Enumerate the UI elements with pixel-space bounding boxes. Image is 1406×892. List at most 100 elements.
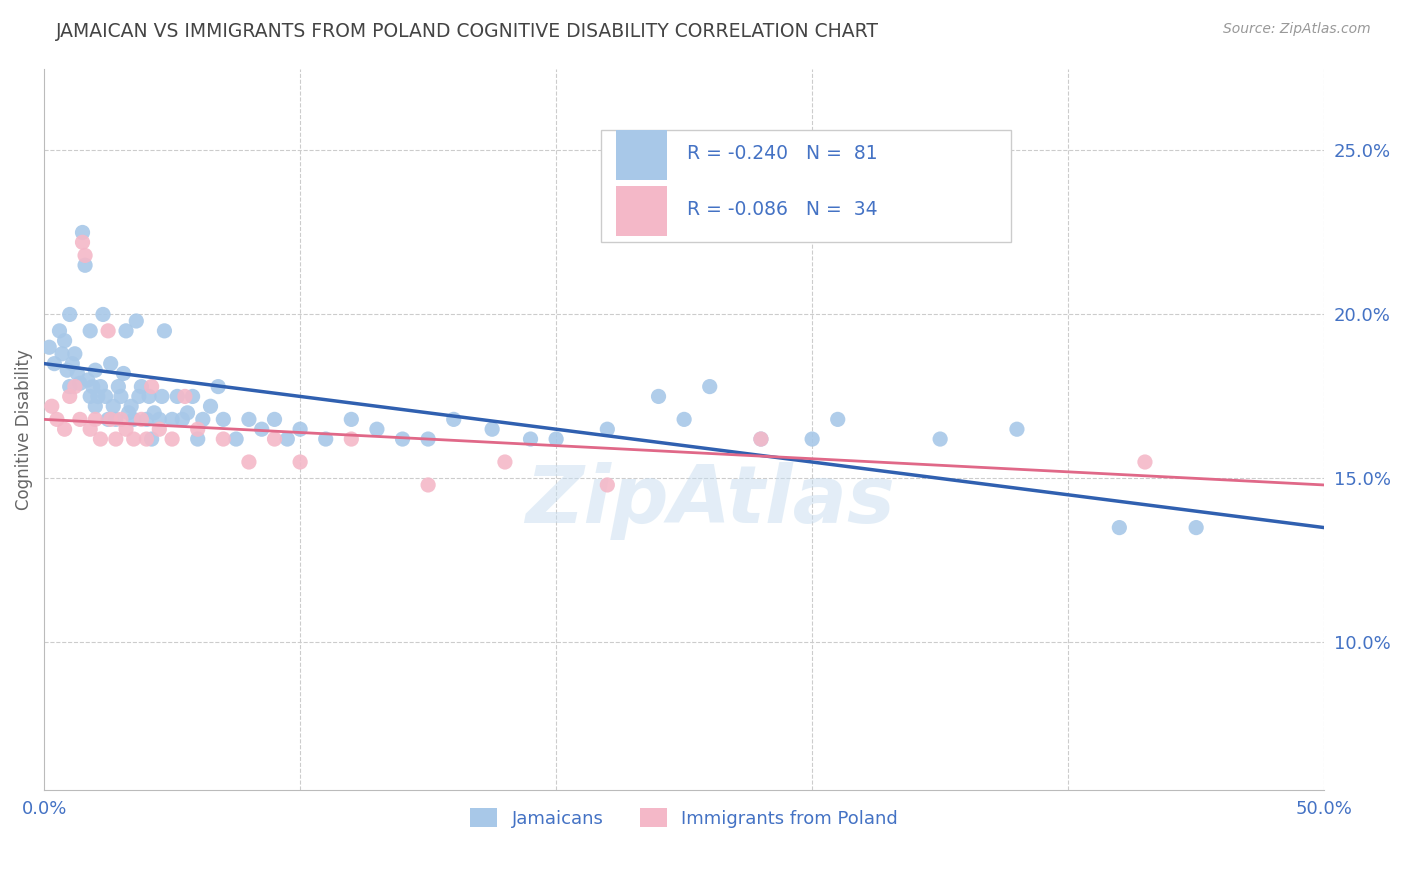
Point bbox=[59, 389, 82, 403]
Point bbox=[673, 412, 696, 426]
Point bbox=[494, 455, 516, 469]
Point bbox=[288, 455, 311, 469]
Point bbox=[288, 422, 311, 436]
Point bbox=[131, 379, 153, 393]
Point bbox=[45, 412, 67, 426]
Point bbox=[160, 432, 183, 446]
Point bbox=[60, 357, 83, 371]
Point bbox=[63, 347, 86, 361]
Point bbox=[104, 432, 127, 446]
Point bbox=[391, 432, 413, 446]
Point bbox=[53, 334, 76, 348]
Point bbox=[110, 412, 132, 426]
Point bbox=[122, 412, 145, 426]
Point bbox=[72, 235, 94, 250]
Point bbox=[596, 422, 619, 436]
Point bbox=[75, 248, 97, 262]
Point bbox=[315, 432, 337, 446]
Point bbox=[263, 412, 285, 426]
Point bbox=[91, 308, 114, 322]
Point bbox=[76, 373, 98, 387]
Text: Source: ZipAtlas.com: Source: ZipAtlas.com bbox=[1223, 22, 1371, 37]
Point bbox=[238, 412, 260, 426]
Point bbox=[276, 432, 298, 446]
Point bbox=[519, 432, 541, 446]
Point bbox=[112, 367, 135, 381]
FancyBboxPatch shape bbox=[600, 130, 1011, 242]
Point bbox=[100, 357, 122, 371]
Point bbox=[225, 432, 247, 446]
Point bbox=[97, 412, 120, 426]
Point bbox=[160, 412, 183, 426]
Point bbox=[263, 432, 285, 446]
Point bbox=[148, 412, 170, 426]
Point bbox=[89, 379, 111, 393]
Point bbox=[103, 399, 125, 413]
Text: R = -0.240   N =  81: R = -0.240 N = 81 bbox=[686, 144, 877, 163]
Point bbox=[546, 432, 568, 446]
Point bbox=[100, 412, 122, 426]
Point bbox=[44, 357, 66, 371]
Point bbox=[1185, 520, 1208, 534]
Point bbox=[135, 412, 157, 426]
Point bbox=[66, 367, 89, 381]
Point bbox=[153, 324, 176, 338]
Bar bbox=[616, 186, 668, 236]
Point bbox=[416, 478, 439, 492]
Point bbox=[79, 389, 101, 403]
Point bbox=[340, 432, 363, 446]
Point bbox=[87, 389, 110, 403]
Point bbox=[117, 406, 139, 420]
Point bbox=[104, 412, 127, 426]
Point bbox=[56, 363, 79, 377]
Point bbox=[53, 422, 76, 436]
Point bbox=[69, 376, 91, 391]
Point bbox=[172, 412, 194, 426]
Point bbox=[79, 324, 101, 338]
Point bbox=[59, 379, 82, 393]
Point bbox=[120, 399, 142, 413]
Point bbox=[84, 412, 107, 426]
Point bbox=[84, 399, 107, 413]
Point bbox=[929, 432, 952, 446]
Point bbox=[200, 399, 222, 413]
Point bbox=[141, 432, 163, 446]
Point bbox=[143, 406, 166, 420]
Point bbox=[69, 412, 91, 426]
Point bbox=[187, 422, 209, 436]
Point bbox=[1108, 520, 1130, 534]
Point bbox=[749, 432, 772, 446]
Point bbox=[187, 432, 209, 446]
Point bbox=[59, 308, 82, 322]
Point bbox=[174, 389, 197, 403]
Point bbox=[191, 412, 214, 426]
Point bbox=[827, 412, 849, 426]
Point bbox=[128, 389, 150, 403]
Point bbox=[481, 422, 503, 436]
Legend: Jamaicans, Immigrants from Poland: Jamaicans, Immigrants from Poland bbox=[463, 801, 905, 835]
Y-axis label: Cognitive Disability: Cognitive Disability bbox=[15, 349, 32, 509]
Point bbox=[48, 324, 70, 338]
Point bbox=[115, 422, 138, 436]
Point bbox=[72, 226, 94, 240]
Point bbox=[212, 412, 235, 426]
Text: ZipAtlas: ZipAtlas bbox=[524, 462, 894, 541]
Point bbox=[38, 340, 60, 354]
Point bbox=[97, 324, 120, 338]
Point bbox=[122, 432, 145, 446]
Point bbox=[749, 432, 772, 446]
Point bbox=[647, 389, 669, 403]
Point bbox=[148, 422, 170, 436]
Point bbox=[250, 422, 273, 436]
Point bbox=[340, 412, 363, 426]
Point bbox=[110, 389, 132, 403]
Bar bbox=[616, 129, 668, 180]
Point bbox=[138, 389, 160, 403]
Point bbox=[238, 455, 260, 469]
Point bbox=[63, 379, 86, 393]
Point bbox=[115, 324, 138, 338]
Point bbox=[207, 379, 229, 393]
Point bbox=[181, 389, 204, 403]
Text: R = -0.086   N =  34: R = -0.086 N = 34 bbox=[686, 200, 877, 219]
Point bbox=[366, 422, 388, 436]
